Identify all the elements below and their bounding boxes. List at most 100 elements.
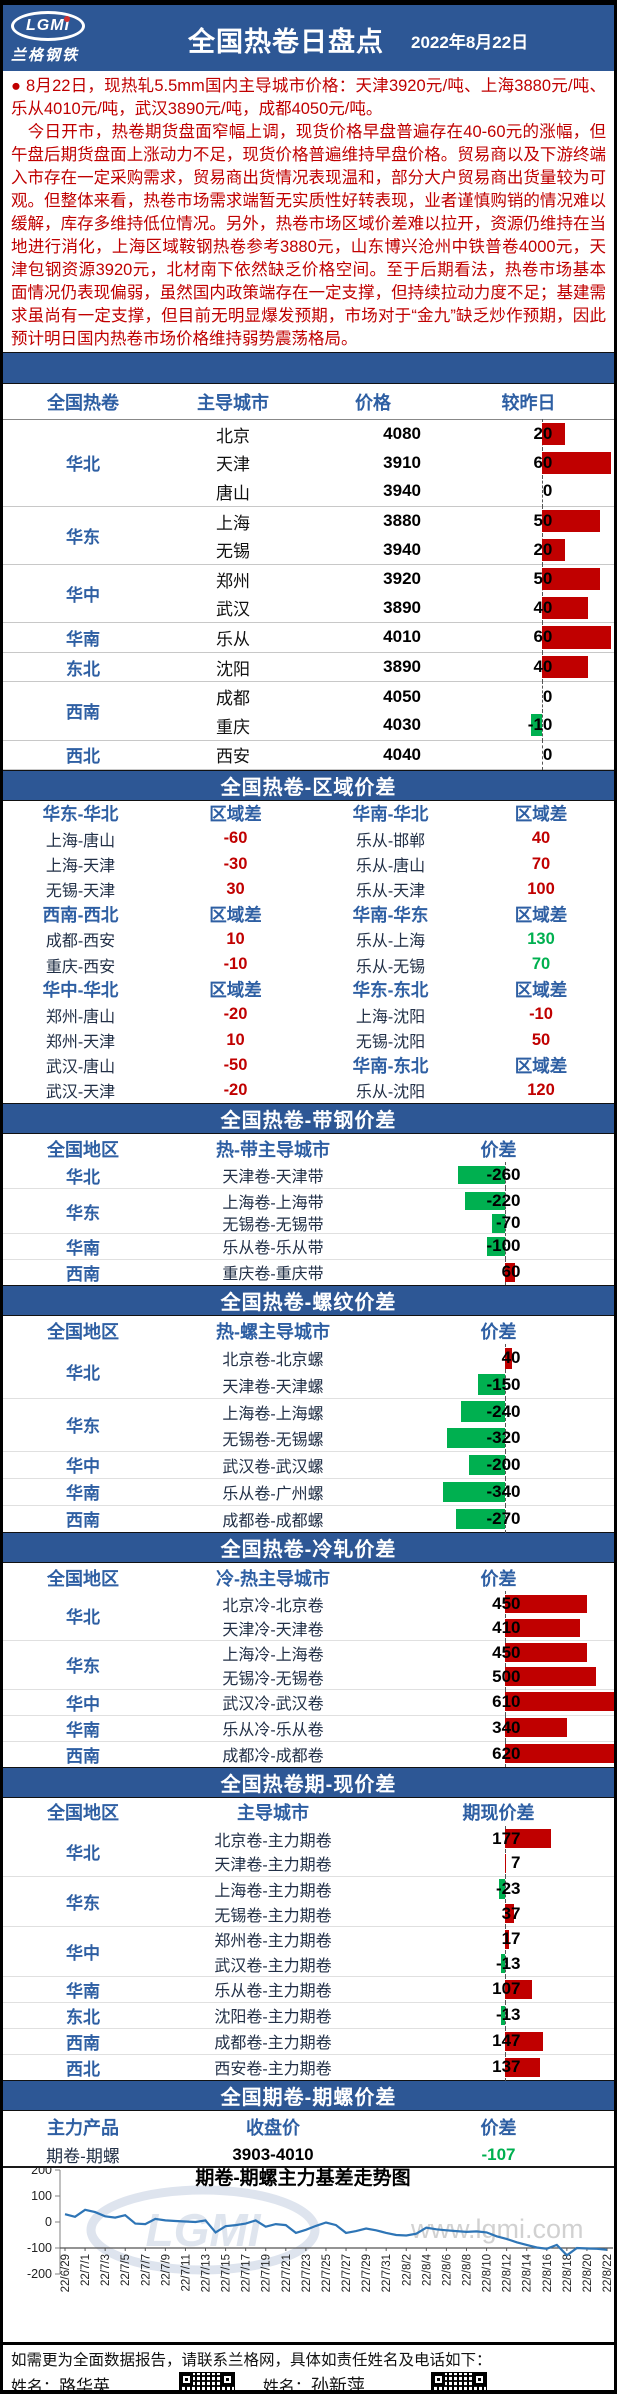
city-pair-label: 成都-西安 bbox=[45, 933, 116, 951]
price-region-group: 东北 沈阳 3890 40 bbox=[3, 651, 614, 683]
bar-axis-line bbox=[504, 1210, 506, 1237]
bar-axis-line bbox=[504, 1423, 506, 1452]
svg-text:22/8/14: 22/8/14 bbox=[522, 2254, 534, 2293]
svg-text:22/7/11: 22/7/11 bbox=[180, 2254, 192, 2292]
region-label: 华北 bbox=[66, 1608, 100, 1628]
spread-bar-cell: -240 bbox=[383, 1397, 614, 1426]
spread-col-header: 区域差 bbox=[209, 980, 262, 1001]
city-pair-label: 郑州-天津 bbox=[45, 1034, 116, 1052]
bar-axis-line bbox=[504, 1504, 506, 1534]
market-summary: ● 8月22日，现热轧5.5mm国内主导城市价格：天津3920元/吨、上海388… bbox=[3, 71, 614, 352]
spread-rows: 乐从卷-主力期卷 107 bbox=[163, 1976, 614, 2003]
pair-label: 重庆卷-重庆带 bbox=[222, 1266, 324, 1284]
positive-bar bbox=[504, 1643, 587, 1663]
regional-spread-row: 无锡-天津 30 乐从-天津 100 bbox=[3, 877, 614, 902]
city-pair-label: 上海-唐山 bbox=[45, 832, 116, 850]
regional-spread-row: 郑州-唐山 -20 上海-沈阳 -10 bbox=[3, 1002, 614, 1027]
region-label: 西南 bbox=[66, 2034, 100, 2054]
svg-text:22/8/12: 22/8/12 bbox=[502, 2254, 514, 2292]
bar-axis-line bbox=[504, 1397, 506, 1426]
spread-rows: 北京卷-北京螺 40 天津卷-天津螺 -150 bbox=[163, 1344, 614, 1399]
spread-bar-cell: 137 bbox=[383, 2054, 614, 2081]
spread-bar-cell: 107 bbox=[383, 1976, 614, 2003]
spread-value: -200 bbox=[486, 1454, 521, 1474]
positive-bar bbox=[504, 1692, 614, 1711]
spread-bar-cell: -10 bbox=[443, 709, 614, 741]
spread-region-group: 华中 武汉卷-武汉螺 -200 bbox=[3, 1450, 614, 1479]
spread-bar-cell: 40 bbox=[383, 1344, 614, 1373]
spread-rows: 上海卷-上海螺 -240 无锡卷-无锡螺 -320 bbox=[163, 1397, 614, 1452]
positive-bar bbox=[542, 423, 566, 446]
spread-rows: 重庆卷-重庆带 60 bbox=[163, 1259, 614, 1286]
price-table-row: 乐从 4010 60 bbox=[163, 622, 614, 653]
spread-col-header: 区域差 bbox=[209, 804, 262, 825]
spread-value: 620 bbox=[492, 1743, 521, 1763]
spread-rows: 成都卷-成都螺 -270 bbox=[163, 1504, 614, 1534]
regional-spread-value: 30 bbox=[226, 879, 245, 898]
spread-table-row: 成都冷-成都卷 620 bbox=[163, 1740, 614, 1767]
spread-table-row: 乐从卷-主力期卷 107 bbox=[163, 1976, 614, 2003]
region-label: 东北 bbox=[66, 2008, 100, 2028]
price-table-header: 全国热卷 主导城市 价格 较昨日 bbox=[3, 384, 614, 420]
spread-value: 40 bbox=[533, 597, 553, 617]
pair-label: 沈阳卷-主力期卷 bbox=[214, 2009, 332, 2027]
spread-region-group: 华南 乐从卷-乐从带 -100 bbox=[3, 1233, 614, 1261]
pair-label: 武汉卷-主力期卷 bbox=[214, 1957, 332, 1975]
pair-label: 上海卷-上海带 bbox=[222, 1195, 324, 1212]
region-label: 华北 bbox=[66, 1168, 100, 1187]
contact-name: 孙新萍 bbox=[310, 2376, 365, 2394]
region-label: 华北 bbox=[66, 1843, 100, 1863]
spread-bar-cell: 40 bbox=[443, 651, 614, 683]
svg-text:22/7/25: 22/7/25 bbox=[321, 2254, 333, 2292]
svg-text:22/8/18: 22/8/18 bbox=[562, 2254, 574, 2292]
bar-axis-line bbox=[504, 1162, 506, 1188]
spread-rows: 乐从卷-乐从带 -100 bbox=[163, 1233, 614, 1260]
basis-line-chart: LGMI www.lgmi.com期卷-期螺主力基差走势图2001000-100-… bbox=[27, 2163, 614, 2293]
price-table: 华北 北京 4080 20 天津 3910 60 唐山 3940 0 华东 上海 3880 50 无锡 394… bbox=[3, 419, 614, 771]
spread-table-row: 无锡卷-无锡带 -70 bbox=[163, 1210, 614, 1237]
region-label: 华北 bbox=[66, 455, 100, 475]
pair-label: 天津冷-天津卷 bbox=[222, 1621, 324, 1639]
price-rows: 沈阳 3890 40 bbox=[163, 651, 614, 683]
spread-region-group: 华中 郑州卷-主力期卷 17 武汉卷-主力期卷 -13 bbox=[3, 1925, 614, 1978]
spread-value: 137 bbox=[492, 2057, 521, 2077]
positive-bar bbox=[504, 1929, 509, 1949]
positive-bar bbox=[542, 538, 566, 561]
regional-spread-value: 40 bbox=[531, 829, 551, 848]
section-title: 全国期卷-期螺价差 bbox=[220, 2087, 397, 2110]
price-region-group: 华北 北京 4080 20 天津 3910 60 唐山 3940 0 bbox=[3, 419, 614, 507]
spread-rows: 郑州卷-主力期卷 17 武汉卷-主力期卷 -13 bbox=[163, 1925, 614, 1978]
regional-spread-grid: 华东-华北 区域差 华南-华北 区域差 上海-唐山 -60 乐从-邯郸 40 上海-天津 -30 乐… bbox=[3, 801, 614, 1103]
region-label: 华北 bbox=[66, 1363, 100, 1383]
section-band-regional-spread: 全国热卷-区域价差 bbox=[3, 770, 614, 802]
city-pair-label: 乐从-邯郸 bbox=[355, 832, 426, 850]
city-name: 北京 bbox=[216, 426, 250, 446]
col-header: 主导城市 bbox=[237, 1803, 309, 1824]
spread-bar-cell: 60 bbox=[443, 447, 614, 479]
svg-text:100: 100 bbox=[31, 2189, 52, 2203]
price-rows: 乐从 4010 60 bbox=[163, 622, 614, 653]
logo-dot-icon bbox=[64, 16, 70, 22]
positive-bar bbox=[504, 1718, 567, 1737]
qr-code-2 bbox=[430, 2372, 487, 2390]
svg-text:LGMI: LGMI bbox=[146, 2204, 262, 2256]
pair-label: 西安卷-主力期卷 bbox=[214, 2061, 332, 2079]
regional-spread-row: 郑州-天津 10 无锡-沈阳 50 bbox=[3, 1028, 614, 1053]
price-value: 4010 bbox=[383, 627, 421, 647]
spread-region-group: 华北 天津卷-天津带 -260 bbox=[3, 1162, 614, 1189]
spread-col-header: 区域差 bbox=[514, 1055, 568, 1076]
svg-text:22/7/13: 22/7/13 bbox=[201, 2254, 213, 2292]
spread-value: -100 bbox=[486, 1236, 521, 1256]
region-label: 西南 bbox=[66, 1511, 100, 1531]
spread-bar-cell: 20 bbox=[443, 419, 614, 450]
pair-label: 武汉冷-武汉卷 bbox=[222, 1695, 324, 1713]
spread-bar-cell: 60 bbox=[383, 1259, 614, 1286]
bar-axis-line bbox=[504, 1370, 506, 1399]
region-label: 华中 bbox=[66, 1694, 100, 1714]
negative-bar bbox=[486, 1237, 505, 1256]
pair-label: 北京卷-北京螺 bbox=[222, 1352, 324, 1370]
spread-table-row: 无锡卷-无锡螺 -320 bbox=[163, 1423, 614, 1452]
rebar-spread-table: 全国地区 热-螺主导城市 价差 华北 北京卷-北京螺 40 天津卷-天津螺 -150 华东 上海卷… bbox=[3, 1316, 614, 1534]
spread-bar-cell: 340 bbox=[383, 1714, 614, 1741]
price-rows: 上海 3880 50 无锡 3940 20 bbox=[163, 505, 614, 565]
